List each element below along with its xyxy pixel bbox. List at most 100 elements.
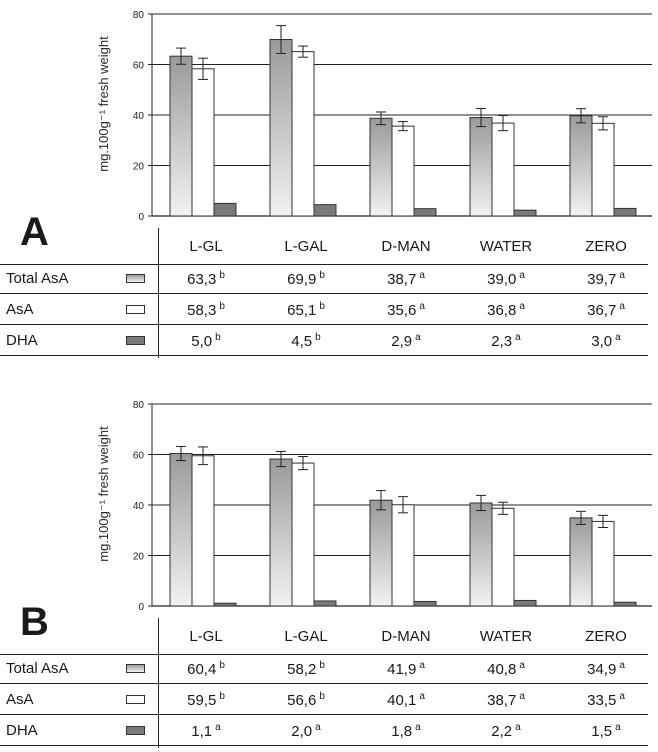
bar [613, 601, 637, 607]
data-label: 41,9 a [387, 660, 425, 678]
data-label: 1,5 a [591, 722, 621, 740]
series-name: Total AsA [6, 660, 69, 677]
data-label: 63,3 b [187, 270, 225, 288]
bar [413, 208, 437, 217]
significance-letter: a [519, 301, 525, 312]
y-tick-label: 0 [138, 602, 144, 613]
y-tick-label: 40 [133, 501, 145, 512]
significance-letter: a [615, 332, 621, 343]
table-rule [0, 293, 648, 294]
bar [291, 51, 315, 217]
bar [513, 209, 537, 217]
significance-letter: a [619, 270, 625, 281]
significance-letter: b [215, 332, 221, 343]
data-label: 69,9 b [287, 270, 325, 288]
data-label: 33,5 a [587, 691, 625, 709]
data-label: 58,3 b [187, 301, 225, 319]
significance-letter: a [415, 332, 421, 343]
data-label: 4,5 b [291, 332, 321, 350]
legend-swatch [126, 664, 145, 673]
bar [469, 502, 493, 607]
data-label: 58,2 b [287, 660, 325, 678]
bar [491, 507, 515, 607]
series-row: DHA 5,0 b 4,5 b 2,9 a 2,3 a 3,0 a [0, 328, 658, 354]
table-rule [0, 683, 648, 684]
data-label: 34,9 a [587, 660, 625, 678]
category-label: WATER [479, 628, 533, 645]
data-label: 39,0 a [487, 270, 525, 288]
data-label: 36,7 a [587, 301, 625, 319]
series-name: DHA [6, 332, 38, 349]
significance-letter: a [619, 301, 625, 312]
table-rule [0, 324, 648, 325]
significance-letter: b [319, 301, 325, 312]
category-header-row: L-GL L-GAL D-MAN WATER ZERO [158, 618, 658, 654]
bar [569, 517, 593, 607]
data-label: 38,7 a [387, 270, 425, 288]
legend-swatch [126, 274, 145, 283]
legend-swatch [126, 695, 145, 704]
category-label: L-GL [189, 238, 223, 255]
significance-letter: b [315, 332, 321, 343]
bar [269, 458, 293, 607]
significance-letter: a [315, 722, 321, 733]
significance-letter: a [619, 691, 625, 702]
significance-letter: b [319, 691, 325, 702]
bar [513, 599, 537, 607]
category-label: ZERO [585, 238, 627, 255]
significance-letter: a [415, 722, 421, 733]
category-label: L-GL [189, 628, 223, 645]
bar [213, 202, 237, 217]
chart-b: 0 20 40 60 80 [133, 400, 652, 613]
significance-letter: a [419, 301, 425, 312]
bar [391, 125, 415, 217]
category-label: WATER [479, 238, 533, 255]
bar [591, 122, 615, 217]
series-row: Total AsA 63,3 b 69,9 b 38,7 a 39,0 a 39,7 a [0, 266, 658, 292]
data-label: 1,8 a [391, 722, 421, 740]
series-row: AsA 59,5 b 56,6 b 40,1 a 38,7 a 33,5 a [0, 687, 658, 713]
significance-letter: a [515, 722, 521, 733]
panel-label: B [20, 600, 49, 644]
significance-letter: b [219, 660, 225, 671]
y-tick-label: 80 [133, 10, 145, 21]
y-tick-label: 60 [133, 451, 145, 462]
bar [313, 204, 337, 217]
bar [213, 602, 237, 607]
category-label: D-MAN [381, 238, 431, 255]
legend-swatch [126, 336, 145, 345]
bar [413, 600, 437, 607]
panel-b: 0 20 40 60 80 mg.100g⁻¹ fresh weight B L-GL L… [0, 390, 658, 752]
bar [313, 600, 337, 607]
chart-a: 0 20 40 60 80 [133, 10, 652, 223]
bar [369, 499, 393, 607]
bar [269, 39, 293, 217]
category-header-row: L-GL L-GAL D-MAN WATER ZERO [158, 228, 658, 264]
significance-letter: a [519, 660, 525, 671]
data-label: 56,6 b [287, 691, 325, 709]
bar [469, 117, 493, 217]
significance-letter: a [519, 270, 525, 281]
data-label: 38,7 a [487, 691, 525, 709]
y-tick-label: 20 [133, 162, 145, 173]
significance-letter: a [215, 722, 221, 733]
data-label: 2,9 a [391, 332, 421, 350]
legend-swatch [126, 305, 145, 314]
significance-letter: b [219, 301, 225, 312]
category-label: L-GAL [284, 628, 328, 645]
significance-letter: b [319, 270, 325, 281]
bar [569, 115, 593, 217]
data-label: 1,1 a [191, 722, 221, 740]
significance-letter: a [615, 722, 621, 733]
data-label: 5,0 b [191, 332, 221, 350]
significance-letter: b [219, 270, 225, 281]
series-row: Total AsA 60,4 b 58,2 b 41,9 a 40,8 a 34,9 a [0, 656, 658, 682]
y-axis-label: mg.100g⁻¹ fresh weight [96, 426, 111, 562]
significance-letter: a [519, 691, 525, 702]
category-label: D-MAN [381, 628, 431, 645]
series-name: AsA [6, 301, 34, 318]
bar [491, 122, 515, 217]
significance-letter: b [319, 660, 325, 671]
legend-swatch [126, 726, 145, 735]
y-tick-label: 80 [133, 400, 145, 411]
